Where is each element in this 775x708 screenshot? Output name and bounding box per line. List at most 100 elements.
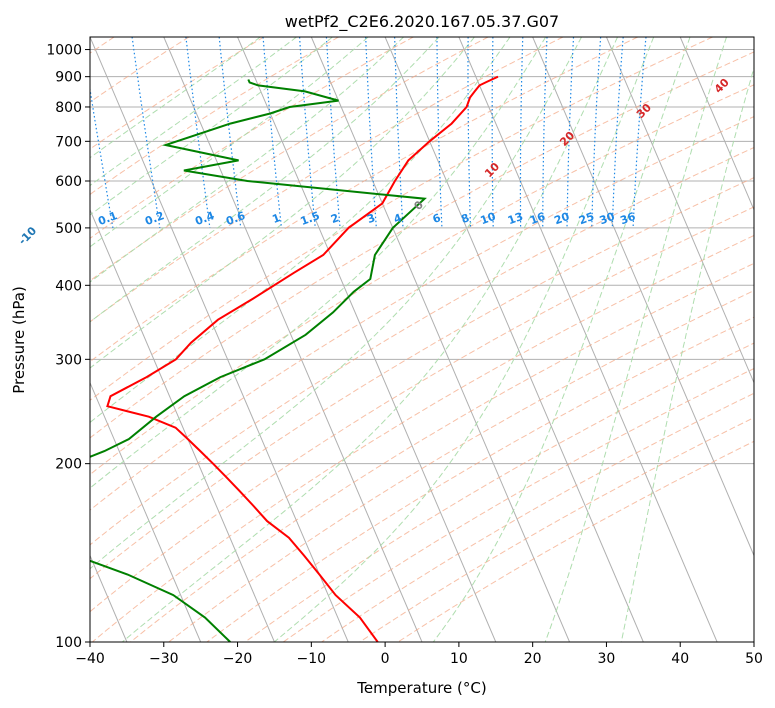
- y-tick-label: 1000: [46, 43, 82, 59]
- mixing-ratio-label: 13: [506, 210, 525, 227]
- isotherm-line: [90, 37, 349, 642]
- mixing-ratio-label: 0.1: [96, 209, 119, 228]
- isotherm-line: [237, 37, 497, 642]
- x-tick-label: −40: [75, 651, 105, 667]
- mixing-ratio-label: 36: [618, 210, 637, 228]
- mixing-ratio-line: [632, 37, 647, 228]
- moist-adiabat-line: [432, 37, 691, 642]
- dry-adiabat-line: [90, 146, 754, 546]
- x-tick-label: 0: [381, 651, 390, 667]
- mixing-ratio-label: 1: [270, 211, 282, 226]
- moist-adiabat-line: [90, 37, 369, 248]
- mixing-ratio-label: 0.6: [224, 209, 247, 228]
- chart-title: wetPf2_C2E6.2020.167.05.37.G07: [285, 12, 559, 32]
- mixing-ratio-line: [365, 37, 377, 228]
- dry-adiabat-line: [90, 37, 639, 363]
- x-tick-label: 50: [745, 651, 763, 667]
- background-lines: [90, 37, 754, 642]
- x-tick-label: −30: [149, 651, 179, 667]
- dry-adiabat-line: [130, 262, 754, 642]
- isotherm-line: [384, 37, 644, 642]
- isotherm-line: [605, 37, 754, 384]
- moist-adiabat-line: [90, 37, 297, 187]
- mixing-ratio-label: 8: [459, 211, 471, 226]
- dry-adiabat-line: [168, 290, 754, 642]
- isotherm-line: [753, 37, 754, 39]
- mixing-ratio-line: [90, 85, 114, 229]
- x-tick-label: 30: [598, 651, 616, 667]
- dry-adiabat-line: [90, 84, 754, 476]
- x-tick-label: 10: [450, 651, 468, 667]
- moist-adiabat-line: [273, 37, 655, 642]
- mixing-ratio-line: [131, 37, 161, 228]
- x-tick-label: 20: [524, 651, 542, 667]
- moist-adiabat-line: [90, 37, 511, 424]
- isotherm-line: [458, 37, 718, 642]
- mixing-ratio-line: [591, 37, 602, 228]
- isotherm-line: [532, 37, 754, 557]
- y-tick-label: 500: [55, 221, 82, 237]
- dewpoint-profile-line: [90, 79, 427, 642]
- dry-adiabat-line: [90, 51, 754, 439]
- moist-adiabat-label: 30: [634, 101, 654, 121]
- x-axis-label: Temperature (°C): [356, 679, 486, 697]
- mixing-ratio-label: 20: [552, 210, 571, 228]
- moist-adiabat-line: [90, 37, 333, 216]
- mixing-ratio-label: 4: [392, 211, 404, 226]
- moist-adiabat-line: [90, 37, 547, 489]
- isotherm-line: [90, 381, 202, 642]
- mixing-ratio-label: 25: [577, 210, 596, 227]
- dry-adiabat-line: [359, 416, 754, 642]
- moist-adiabat-label: 20: [557, 129, 577, 149]
- mixing-ratio-line: [299, 37, 316, 228]
- dry-adiabat-line: [90, 37, 190, 103]
- y-tick-label: 200: [55, 457, 82, 473]
- mixing-ratio-label: 10: [479, 210, 498, 228]
- moist-adiabat-line: [620, 66, 754, 642]
- mixing-ratio-line: [611, 37, 624, 228]
- dry-adiabat-line: [283, 367, 754, 642]
- dry-adiabat-line: [321, 392, 754, 642]
- y-tick-label: 600: [55, 174, 82, 190]
- mixing-ratio-label: 1.5: [299, 209, 322, 228]
- mixing-ratio-label: 3: [365, 211, 377, 226]
- mixing-ratio-line: [218, 37, 242, 228]
- mixing-ratio-label: 0.4: [193, 209, 216, 228]
- isotherm-line: [90, 208, 275, 642]
- dry-adiabat-line: [206, 316, 754, 642]
- plot-frame: [89, 36, 755, 643]
- y-tick-label: 400: [55, 278, 82, 294]
- dry-adiabat-line: [90, 37, 564, 323]
- axes: −40 −30 −20 −10 0 10 20 30 40 5010020030040050060…: [46, 43, 763, 667]
- moist-adiabat-line: [90, 37, 475, 369]
- dry-adiabat-line: [90, 116, 754, 511]
- dry-adiabat-line: [90, 37, 489, 282]
- mixing-ratio-label: 6: [431, 211, 443, 226]
- dry-adiabat-label: -10: [16, 224, 39, 247]
- x-tick-label: −10: [297, 651, 327, 667]
- x-tick-label: 40: [671, 651, 689, 667]
- mixing-ratio-line: [491, 37, 494, 228]
- dry-adiabat-line: [90, 37, 713, 401]
- y-tick-label: 100: [55, 635, 82, 651]
- moist-adiabat-line: [90, 37, 261, 159]
- y-axis-label: Pressure (hPa): [10, 286, 28, 394]
- mixing-ratio-label: 2: [329, 211, 341, 226]
- y-tick-label: 700: [55, 134, 82, 150]
- dry-adiabat-line: [244, 342, 754, 642]
- moist-adiabat-line: [90, 37, 440, 323]
- mixing-ratio-line: [185, 37, 211, 228]
- moist-adiabat-line: [544, 37, 727, 642]
- data-lines: [90, 75, 499, 642]
- dry-adiabat-line: [90, 37, 339, 196]
- dry-adiabat-line: [90, 37, 414, 239]
- moist-adiabat-line: [90, 37, 582, 570]
- y-tick-label: 300: [55, 352, 82, 368]
- y-tick-label: 900: [55, 70, 82, 86]
- temperature-profile-line: [106, 75, 499, 642]
- moist-adiabat-label: 40: [712, 76, 732, 96]
- dry-adiabat-line: [90, 206, 754, 613]
- moist-adiabat-line: [90, 37, 404, 283]
- mixing-ratio-label: 30: [598, 210, 617, 228]
